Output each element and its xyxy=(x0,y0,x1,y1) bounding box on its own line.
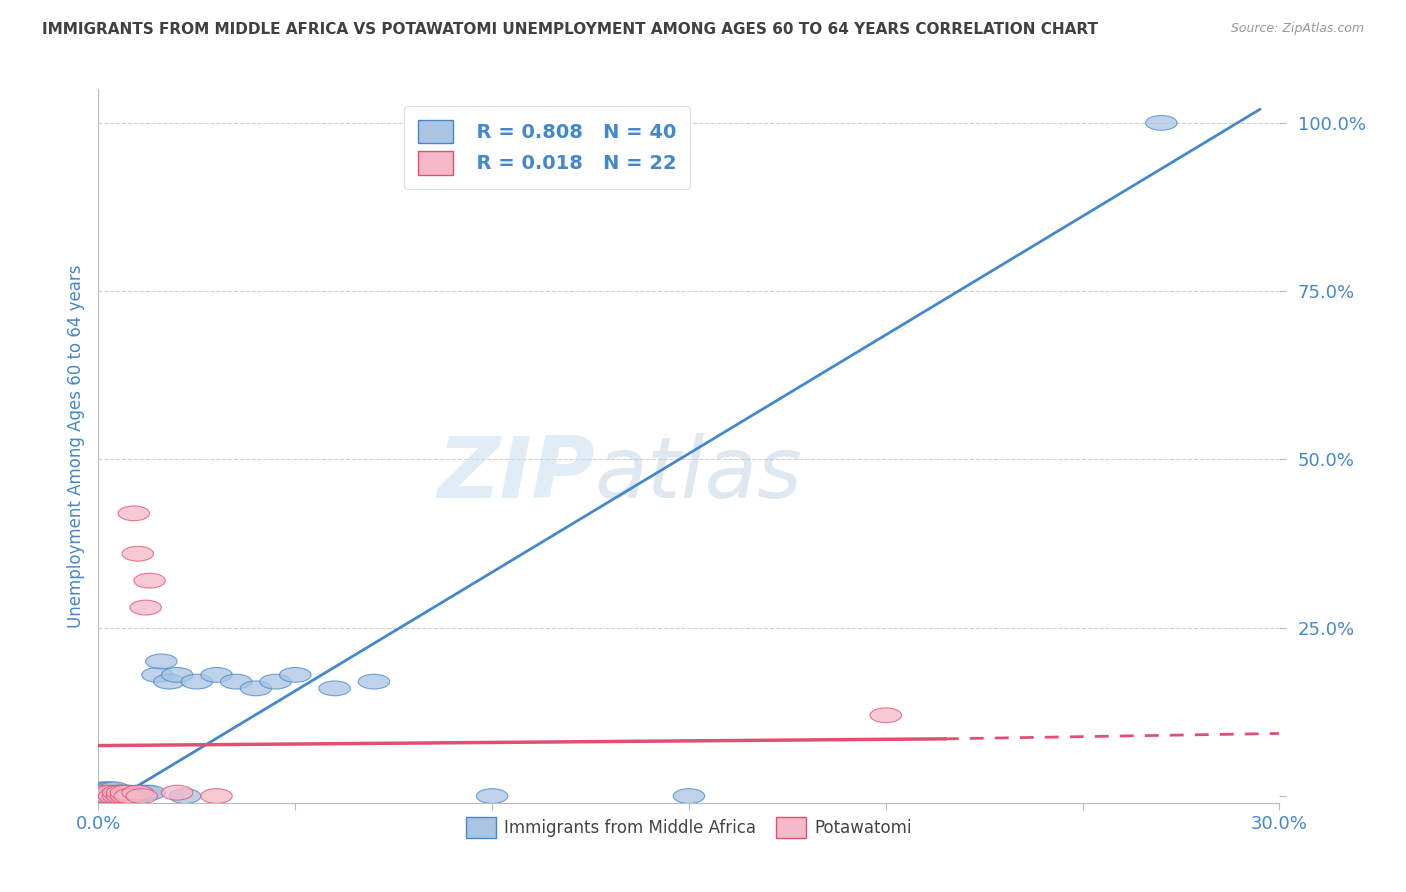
Ellipse shape xyxy=(90,789,122,804)
Ellipse shape xyxy=(477,789,508,804)
Ellipse shape xyxy=(122,789,153,804)
Ellipse shape xyxy=(127,789,157,804)
Ellipse shape xyxy=(103,785,134,800)
Ellipse shape xyxy=(94,785,127,800)
Ellipse shape xyxy=(359,674,389,689)
Ellipse shape xyxy=(122,785,153,800)
Text: ZIP: ZIP xyxy=(437,433,595,516)
Ellipse shape xyxy=(280,667,311,682)
Ellipse shape xyxy=(118,506,149,521)
Ellipse shape xyxy=(240,681,271,696)
Ellipse shape xyxy=(107,789,138,804)
Ellipse shape xyxy=(94,785,127,800)
Ellipse shape xyxy=(1146,115,1177,130)
Ellipse shape xyxy=(162,785,193,800)
Ellipse shape xyxy=(110,785,142,800)
Ellipse shape xyxy=(118,789,149,804)
Ellipse shape xyxy=(134,785,166,800)
Ellipse shape xyxy=(94,789,127,804)
Ellipse shape xyxy=(221,674,252,689)
Ellipse shape xyxy=(110,785,142,800)
Ellipse shape xyxy=(87,789,118,804)
Ellipse shape xyxy=(90,782,122,797)
Ellipse shape xyxy=(260,674,291,689)
Ellipse shape xyxy=(87,782,118,797)
Ellipse shape xyxy=(110,789,142,804)
Ellipse shape xyxy=(107,785,138,800)
Ellipse shape xyxy=(127,785,157,800)
Ellipse shape xyxy=(870,708,901,723)
Ellipse shape xyxy=(122,546,153,561)
Ellipse shape xyxy=(94,789,127,804)
Ellipse shape xyxy=(98,785,129,800)
Text: Source: ZipAtlas.com: Source: ZipAtlas.com xyxy=(1230,22,1364,36)
Ellipse shape xyxy=(114,789,146,804)
Ellipse shape xyxy=(110,789,142,804)
Ellipse shape xyxy=(114,785,146,800)
Legend: Immigrants from Middle Africa, Potawatomi: Immigrants from Middle Africa, Potawatom… xyxy=(460,811,918,845)
Ellipse shape xyxy=(153,674,186,689)
Ellipse shape xyxy=(129,785,162,800)
Ellipse shape xyxy=(98,782,129,797)
Ellipse shape xyxy=(142,667,173,682)
Ellipse shape xyxy=(87,789,118,804)
Ellipse shape xyxy=(107,785,138,800)
Ellipse shape xyxy=(129,600,162,615)
Ellipse shape xyxy=(181,674,212,689)
Ellipse shape xyxy=(201,789,232,804)
Ellipse shape xyxy=(122,785,153,800)
Text: atlas: atlas xyxy=(595,433,803,516)
Ellipse shape xyxy=(94,782,127,797)
Ellipse shape xyxy=(134,574,166,588)
Ellipse shape xyxy=(103,785,134,800)
Ellipse shape xyxy=(103,789,134,804)
Ellipse shape xyxy=(103,789,134,804)
Ellipse shape xyxy=(673,789,704,804)
Ellipse shape xyxy=(87,785,118,800)
Ellipse shape xyxy=(87,785,118,800)
Ellipse shape xyxy=(201,667,232,682)
Ellipse shape xyxy=(98,789,129,804)
Ellipse shape xyxy=(98,789,129,804)
Y-axis label: Unemployment Among Ages 60 to 64 years: Unemployment Among Ages 60 to 64 years xyxy=(66,264,84,628)
Ellipse shape xyxy=(90,789,122,804)
Text: IMMIGRANTS FROM MIDDLE AFRICA VS POTAWATOMI UNEMPLOYMENT AMONG AGES 60 TO 64 YEA: IMMIGRANTS FROM MIDDLE AFRICA VS POTAWAT… xyxy=(42,22,1098,37)
Ellipse shape xyxy=(169,789,201,804)
Ellipse shape xyxy=(319,681,350,696)
Ellipse shape xyxy=(107,789,138,804)
Ellipse shape xyxy=(162,667,193,682)
Ellipse shape xyxy=(146,654,177,669)
